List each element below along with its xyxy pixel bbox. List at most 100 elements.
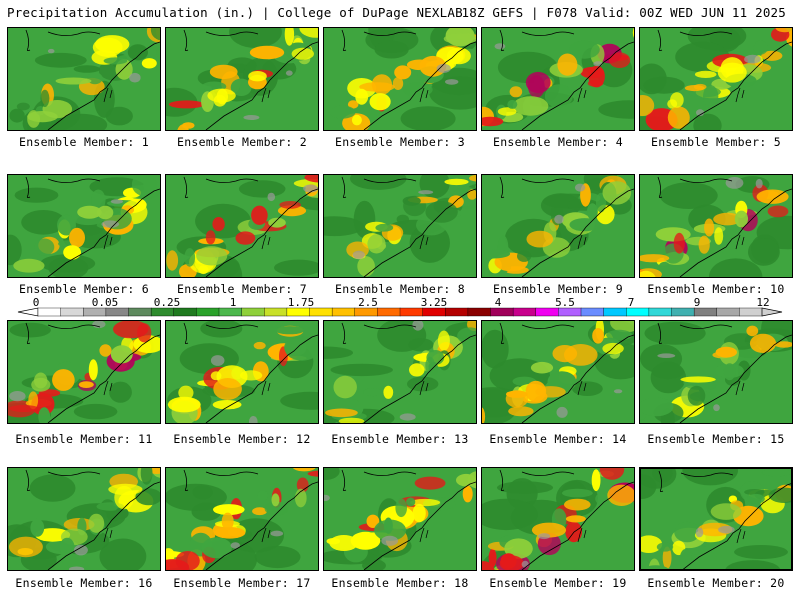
lake-outline	[183, 469, 259, 492]
coastline	[735, 380, 745, 396]
ensemble-panel-1[interactable]	[7, 27, 161, 131]
ensemble-panel-18[interactable]	[323, 467, 477, 571]
coastline	[419, 380, 429, 396]
precip-blob	[330, 363, 393, 377]
precip-blob	[713, 212, 742, 226]
ensemble-panel-13[interactable]	[323, 320, 477, 424]
precip-blob	[640, 95, 655, 116]
precip-blob	[371, 74, 392, 95]
ensemble-panel-9[interactable]	[481, 174, 635, 278]
member-label: Ensemble Member: 20	[647, 576, 785, 590]
coastline	[47, 481, 160, 570]
ensemble-panel-3[interactable]	[323, 27, 477, 131]
precip-blob	[355, 88, 369, 105]
precip-blob	[214, 527, 246, 539]
precip-blob	[737, 360, 751, 381]
precip-blob	[725, 560, 781, 569]
precip-blob	[99, 538, 147, 570]
precip-blob	[249, 416, 258, 423]
ensemble-panel-5[interactable]	[639, 27, 793, 131]
precip-blob	[482, 498, 538, 531]
precip-blob	[99, 344, 112, 357]
ensemble-panel-6[interactable]	[7, 174, 161, 278]
ensemble-panel-16[interactable]	[7, 467, 161, 571]
member-label: Ensemble Member: 11	[15, 432, 153, 446]
ensemble-panel-20[interactable]	[639, 467, 793, 571]
precip-blob	[659, 182, 718, 209]
precip-blob	[606, 329, 633, 341]
coastline	[261, 234, 271, 250]
precip-blob	[717, 62, 747, 83]
precip-blob	[192, 485, 213, 500]
precip-blob	[687, 385, 706, 406]
ensemble-panel-11[interactable]	[7, 320, 161, 424]
colorbar-bin	[558, 307, 582, 317]
colorbar-bin	[286, 307, 311, 317]
precip-field-map	[166, 28, 318, 130]
precip-blob	[412, 321, 424, 331]
precip-blob	[695, 527, 704, 538]
precip-blob	[499, 555, 524, 570]
colorbar-bin	[309, 307, 333, 317]
precip-blob	[55, 77, 92, 85]
precip-blob	[580, 66, 605, 79]
lake-outline	[183, 176, 259, 199]
ensemble-panel-17[interactable]	[165, 467, 319, 571]
lake-outline	[25, 176, 101, 199]
precip-blob	[254, 545, 301, 569]
coastline	[261, 380, 271, 396]
precip-field-map	[640, 28, 792, 130]
precip-blob	[530, 361, 554, 374]
precip-blob	[744, 54, 761, 64]
ensemble-panel-4[interactable]	[481, 27, 635, 131]
coastline	[577, 87, 587, 103]
colorbar-bin	[535, 307, 559, 317]
coastline	[205, 481, 318, 570]
colorbar-bin	[648, 307, 673, 317]
coastline	[205, 188, 318, 277]
lake-outline	[25, 29, 101, 52]
precip-blob	[400, 106, 456, 130]
precip-blob	[394, 65, 412, 80]
ensemble-panel-19[interactable]	[481, 467, 635, 571]
precip-blob	[357, 256, 375, 277]
ensemble-panel-2[interactable]	[165, 27, 319, 131]
coastline	[521, 188, 634, 277]
colorbar-bin	[490, 307, 514, 317]
precip-blob	[296, 477, 309, 493]
coastline	[363, 481, 476, 570]
precip-blob	[592, 328, 604, 344]
coastline	[47, 188, 160, 277]
precip-blob	[210, 355, 225, 366]
precip-blob	[140, 468, 153, 485]
precip-blob	[723, 363, 736, 381]
precip-blob	[749, 333, 777, 353]
precip-blob	[105, 106, 133, 126]
precip-blob	[396, 214, 409, 224]
ensemble-panel-12[interactable]	[165, 320, 319, 424]
precip-blob	[640, 397, 674, 417]
precip-field-map	[641, 469, 791, 569]
ensemble-panel-8[interactable]	[323, 174, 477, 278]
ensemble-panel-15[interactable]	[639, 320, 793, 424]
colorbar-bin	[37, 307, 62, 317]
lake-outline	[25, 322, 101, 345]
colorbar-tick-label: 4	[494, 296, 502, 309]
lake-outline	[658, 470, 734, 493]
precip-blob	[713, 404, 720, 412]
precip-blob	[101, 220, 120, 228]
precip-blob	[91, 189, 106, 211]
ensemble-panel-14[interactable]	[481, 320, 635, 424]
precip-blob	[445, 79, 459, 85]
precip-blob	[657, 353, 676, 358]
precip-blob	[644, 321, 706, 345]
precip-blob	[150, 28, 160, 41]
precip-blob	[369, 93, 391, 111]
ensemble-panel-10[interactable]	[639, 174, 793, 278]
precip-blob	[642, 565, 669, 569]
member-label: Ensemble Member: 8	[334, 282, 466, 296]
ensemble-panel-7[interactable]	[165, 174, 319, 278]
precip-blob	[462, 485, 473, 503]
precip-blob	[557, 53, 578, 76]
colorbar-bin	[512, 307, 537, 317]
